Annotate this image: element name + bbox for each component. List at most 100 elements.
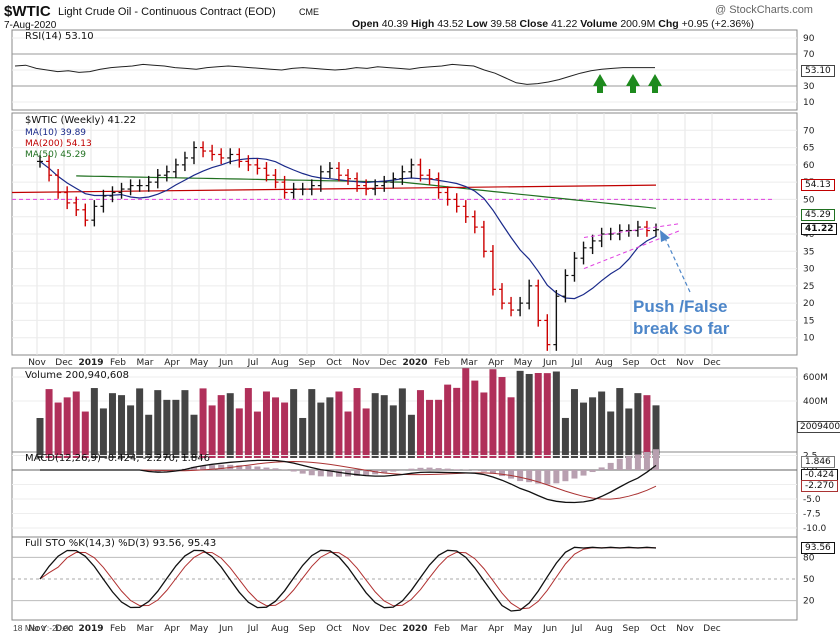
macd-histogram-bar — [254, 467, 260, 470]
x-tick-label-bottom: 2019 — [78, 624, 103, 634]
volume-bar — [517, 371, 524, 458]
green-up-arrow-stem — [630, 86, 636, 93]
volume-bar — [100, 408, 107, 458]
price-y-tick: 10 — [803, 334, 815, 344]
volume-bar — [435, 400, 442, 458]
x-tick-label-bottom: May — [190, 624, 209, 634]
x-tick-label: Apr — [488, 358, 504, 368]
macd-histogram-bar — [309, 470, 315, 475]
x-tick-label-bottom: Nov — [676, 624, 694, 634]
x-tick-label: Oct — [650, 358, 666, 368]
volume-bar — [163, 400, 170, 458]
x-tick-label: Sep — [299, 358, 316, 368]
volume-bar — [571, 389, 578, 458]
volume-bar — [55, 403, 62, 458]
volume-bar — [73, 391, 80, 458]
macd-histogram-bar — [390, 470, 396, 472]
macd-histogram-bar — [508, 470, 514, 479]
volume-bar — [508, 397, 515, 458]
x-tick-label: May — [190, 358, 209, 368]
volume-bar — [489, 369, 496, 458]
rsi-y-tick: 30 — [803, 82, 815, 92]
volume-y-tick: 600M — [803, 373, 828, 383]
price-y-tick: 60 — [803, 161, 815, 171]
x-tick-label: Mar — [137, 358, 154, 368]
rsi-y-tick: 90 — [803, 34, 815, 44]
x-tick-label: Feb — [110, 358, 126, 368]
last-price-tag: 41.22 — [801, 223, 837, 235]
x-tick-label-bottom: Oct — [650, 624, 666, 634]
volume-bar — [136, 388, 143, 458]
rsi-y-tick: 10 — [803, 98, 815, 108]
macd-histogram-bar — [273, 468, 279, 470]
macd-label: MACD(12,26,9) -0.424, -2.270, 1.846 — [25, 453, 210, 464]
macd-histogram-bar — [635, 455, 641, 470]
x-tick-label-bottom: Feb — [110, 624, 126, 634]
ma10-legend: MA(10) 39.89 — [25, 128, 86, 138]
macd-histogram-bar — [408, 469, 414, 470]
macd-histogram-bar — [599, 467, 605, 470]
volume-bar — [145, 415, 152, 458]
chart-symbol: $WTIC — [4, 3, 51, 20]
volume-value: 200.9M — [620, 18, 655, 30]
x-tick-label-bottom: Nov — [352, 624, 370, 634]
volume-bar — [372, 393, 379, 458]
macd-histogram-bar — [517, 470, 523, 481]
macd-histogram-bar — [336, 470, 342, 477]
watermark: @ StockCharts.com — [715, 4, 813, 16]
volume-bar — [625, 408, 632, 458]
price-y-tick: 20 — [803, 299, 815, 309]
macd-histogram-bar — [481, 470, 487, 472]
volume-bar — [598, 392, 605, 458]
macd-histogram-bar — [608, 463, 614, 470]
x-tick-label-bottom: Dec — [379, 624, 396, 634]
x-tick-label: Aug — [271, 358, 289, 368]
volume-bar — [118, 395, 125, 458]
price-y-tick: 35 — [803, 247, 814, 257]
macd-histogram-bar — [300, 470, 306, 474]
volume-label: Volume 200,940,608 — [25, 370, 129, 381]
volume-bar — [281, 403, 288, 458]
x-tick-label: Dec — [703, 358, 720, 368]
x-tick-label-bottom: 2020 — [402, 624, 427, 634]
green-up-arrow-stem — [597, 86, 603, 93]
volume-bar — [399, 388, 406, 458]
volume-bar — [643, 395, 650, 458]
x-tick-label-bottom: Jun — [218, 624, 233, 634]
macd-histogram-bar — [436, 468, 442, 470]
macd-histogram-bar — [445, 469, 451, 470]
macd-histogram-bar — [617, 459, 623, 470]
ma200-legend: MA(200) 54.13 — [25, 139, 92, 149]
panel-macd — [12, 452, 797, 537]
x-tick-label-bottom: Sep — [623, 624, 640, 634]
volume-bar — [254, 412, 261, 458]
x-tick-label: Apr — [164, 358, 180, 368]
volume-bar — [91, 388, 98, 458]
volume-bar — [480, 392, 487, 458]
price-label: $WTIC (Weekly) 41.22 — [25, 115, 136, 126]
volume-bar — [263, 391, 270, 458]
volume-bar — [345, 412, 352, 458]
x-tick-label-bottom: Mar — [461, 624, 478, 634]
volume-bar — [335, 392, 342, 458]
sto-label: Full STO %K(14,3) %D(3) 93.56, 95.43 — [25, 538, 216, 549]
x-tick-label-bottom: Feb — [434, 624, 450, 634]
volume-bar — [408, 415, 415, 458]
macd-y-tick: -7.5 — [803, 510, 821, 520]
close-label: Close — [520, 18, 549, 30]
volume-bar — [154, 390, 161, 458]
macd-histogram-bar — [553, 470, 559, 483]
sto-y-tick: 50 — [803, 575, 815, 585]
open-label: Open — [352, 18, 379, 30]
price-y-tick: 25 — [803, 282, 814, 292]
ohlc-readout: Open 40.39 High 43.52 Low 39.58 Close 41… — [352, 18, 754, 30]
volume-bar — [317, 403, 324, 458]
volume-bar — [363, 408, 370, 458]
x-tick-label: Oct — [326, 358, 342, 368]
macd-histogram-bar — [571, 470, 577, 479]
volume-bar — [354, 388, 361, 458]
macd-histogram-bar — [427, 468, 433, 470]
sto-y-tick: 20 — [803, 597, 815, 607]
macd-histogram-bar — [581, 470, 587, 476]
